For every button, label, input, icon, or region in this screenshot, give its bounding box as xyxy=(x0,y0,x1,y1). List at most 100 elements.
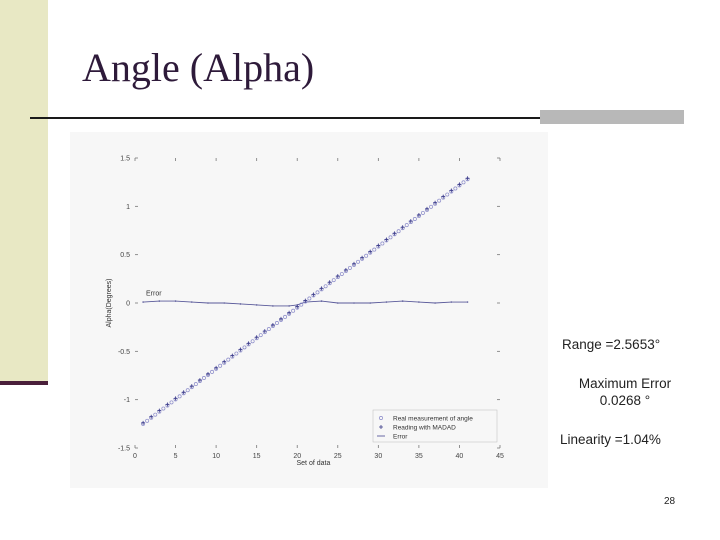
error-point xyxy=(190,301,193,303)
error-point xyxy=(174,300,177,302)
real-measurement-point xyxy=(420,210,425,215)
real-measurement-point xyxy=(429,204,434,209)
x-tick-label: 10 xyxy=(212,453,220,460)
madad-point xyxy=(295,304,300,309)
y-tick-label: -0.5 xyxy=(118,349,130,356)
error-point xyxy=(385,301,388,303)
error-line xyxy=(143,300,468,307)
real-measurement-point xyxy=(356,259,361,264)
max-error-label: Maximum Error xyxy=(578,376,672,391)
real-measurement-point xyxy=(153,412,158,417)
page-number: 28 xyxy=(664,496,676,507)
x-tick-label: 45 xyxy=(496,453,504,460)
y-tick-label: 0 xyxy=(126,301,130,308)
madad-point xyxy=(384,237,389,242)
x-tick-label: 25 xyxy=(334,453,342,460)
legend-label: Error xyxy=(393,434,408,441)
real-measurement-point xyxy=(274,320,279,325)
max-error-value: 0.0268 ° xyxy=(599,393,651,408)
real-measurement-point xyxy=(364,253,369,258)
left-accent-bar xyxy=(0,0,48,385)
madad-point xyxy=(165,402,170,407)
y-tick-labels: -1.5 -1 -0.5 0 0.5 1 1.5 xyxy=(118,156,130,453)
error-series xyxy=(142,300,469,307)
madad-point xyxy=(157,408,162,413)
real-measurement-point xyxy=(283,314,288,319)
madad-point xyxy=(206,371,210,376)
error-point xyxy=(320,300,323,302)
madad-point xyxy=(465,176,470,181)
error-point xyxy=(142,301,144,303)
error-point xyxy=(418,301,420,303)
madad-point xyxy=(441,194,446,199)
madad-point xyxy=(408,219,413,224)
madad-point xyxy=(433,200,438,205)
real-measurement-point xyxy=(404,223,409,228)
real-measurement-point xyxy=(234,351,239,356)
error-point xyxy=(450,301,453,303)
x-tick-label: 35 xyxy=(415,453,423,460)
error-point xyxy=(353,302,355,304)
madad-point xyxy=(197,378,202,383)
error-point xyxy=(158,300,161,302)
madad-point xyxy=(173,396,178,401)
real-measurement-point xyxy=(461,180,466,185)
y-tick-label: 1 xyxy=(126,204,130,211)
y-tick-label: 0.5 xyxy=(120,252,130,259)
madad-point xyxy=(270,323,275,328)
madad-point xyxy=(392,231,397,236)
madad-point xyxy=(352,261,356,266)
alpha-chart: 0 5 10 15 20 25 30 35 40 45 -1.5 -1 -0.5 0 0.5 1 1.5 Se… xyxy=(106,156,504,468)
madad-point xyxy=(214,365,219,370)
real-measurement-point xyxy=(201,376,206,380)
real-measurement-point xyxy=(161,406,166,411)
real-measurement-point xyxy=(380,241,385,246)
madad-point xyxy=(368,249,373,254)
error-point xyxy=(255,304,258,306)
legend-box xyxy=(372,409,498,443)
madad-point xyxy=(416,212,421,217)
error-point xyxy=(223,302,226,304)
x-tick-label: 15 xyxy=(253,453,261,460)
x-tick-label: 40 xyxy=(456,453,464,460)
real-measurement-point xyxy=(339,272,344,276)
madad-point xyxy=(376,243,381,248)
madad-point xyxy=(230,353,235,358)
real-measurement-point xyxy=(323,284,328,289)
real-measurement-point xyxy=(193,382,198,387)
real-measurement-point xyxy=(388,235,393,240)
real-measurement-point xyxy=(185,388,190,393)
madad-point xyxy=(246,341,251,346)
real-measurement-point xyxy=(307,296,312,301)
x-tick-label: 0 xyxy=(133,453,137,460)
legend-marker-plus xyxy=(379,425,383,429)
real-measurement-point xyxy=(250,339,255,344)
error-point xyxy=(434,302,436,304)
slide-title: Angle (Alpha) xyxy=(82,45,315,90)
madad-point xyxy=(149,414,154,419)
y-tick-label: 1.5 xyxy=(120,156,130,163)
y-tick-label: -1 xyxy=(124,397,130,404)
error-point xyxy=(369,302,372,304)
real-measurement-point xyxy=(445,192,450,197)
madad-point xyxy=(327,280,332,285)
max-error-annotation: Maximum Error 0.0268 ° xyxy=(555,375,695,409)
real-measurement-series xyxy=(141,177,470,426)
real-measurement-point xyxy=(437,198,442,203)
madad-point xyxy=(287,310,292,315)
real-measurement-point xyxy=(331,278,336,283)
real-measurement-point xyxy=(242,345,247,350)
error-point xyxy=(239,303,242,305)
madad-point xyxy=(400,225,405,230)
error-point xyxy=(466,301,469,303)
real-measurement-point xyxy=(299,302,304,307)
error-point xyxy=(207,302,209,304)
left-accent-bar-edge xyxy=(0,381,48,385)
real-measurement-point xyxy=(291,308,296,313)
x-tick-label: 30 xyxy=(374,453,382,460)
madad-point xyxy=(254,335,259,340)
madad-point xyxy=(449,188,454,193)
title-divider xyxy=(30,117,540,119)
error-point xyxy=(401,300,404,302)
plot-axes xyxy=(134,157,501,449)
